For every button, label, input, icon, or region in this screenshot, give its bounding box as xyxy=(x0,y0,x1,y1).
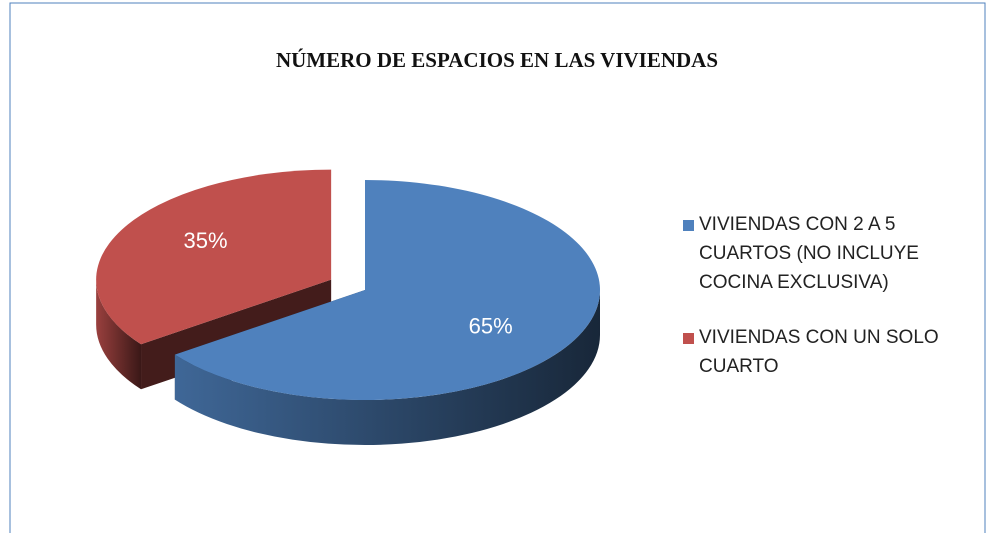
chart-title: NÚMERO DE ESPACIOS EN LAS VIVIENDAS xyxy=(276,48,718,72)
pie: 35% 65% xyxy=(96,169,600,445)
legend-swatch xyxy=(683,220,694,231)
legend-label: VIVIENDAS CON UN SOLO CUARTO xyxy=(699,327,939,377)
slice-side xyxy=(96,279,142,390)
data-label: 35% xyxy=(183,228,227,253)
legend-swatch xyxy=(683,333,694,344)
slice xyxy=(174,180,600,400)
slice xyxy=(96,169,332,345)
data-label: 65% xyxy=(469,313,513,338)
legend-item: VIVIENDAS CON UN SOLO CUARTO xyxy=(683,323,973,381)
chart-frame xyxy=(9,2,986,533)
slice-group: 65% xyxy=(174,180,600,445)
slice-side xyxy=(174,290,600,445)
legend: VIVIENDAS CON 2 A 5 CUARTOS (NO INCLUYE … xyxy=(683,210,973,407)
legend-label: VIVIENDAS CON 2 A 5 CUARTOS (NO INCLUYE … xyxy=(699,214,919,293)
legend-item: VIVIENDAS CON 2 A 5 CUARTOS (NO INCLUYE … xyxy=(683,210,973,297)
